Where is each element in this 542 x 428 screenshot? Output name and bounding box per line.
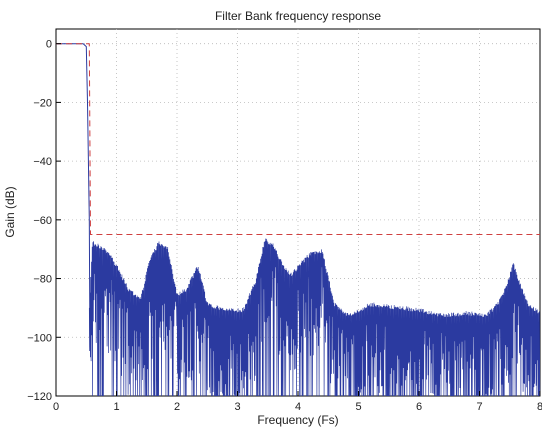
y-tick-label: −20 [33,97,52,109]
y-axis-label: Gain (dB) [3,186,17,237]
grid-lines [56,29,540,396]
x-tick-label: 8 [537,401,542,413]
chart-title: Filter Bank frequency response [215,9,381,23]
y-tick-label: −40 [33,156,52,168]
x-tick-label: 0 [53,401,59,413]
axis-ticks: 0 1 2 3 4 5 6 7 8 0 −20 −40 −60 −80 −100 −120 [27,39,542,413]
data-layer [56,43,541,397]
x-tick-label: 5 [355,401,361,413]
y-tick-label: −120 [27,391,52,403]
y-tick-label: −100 [27,332,52,344]
y-tick-label: −60 [33,215,52,227]
x-tick-label: 1 [113,401,119,413]
stopband-response-line [88,238,541,397]
x-tick-label: 7 [476,401,482,413]
x-tick-label: 2 [174,401,180,413]
x-tick-label: 4 [295,401,301,413]
y-tick-label: 0 [46,39,52,51]
x-axis-label: Frequency (Fs) [257,413,338,427]
y-tick-label: −80 [33,274,52,286]
x-tick-label: 6 [416,401,422,413]
x-tick-label: 3 [234,401,240,413]
